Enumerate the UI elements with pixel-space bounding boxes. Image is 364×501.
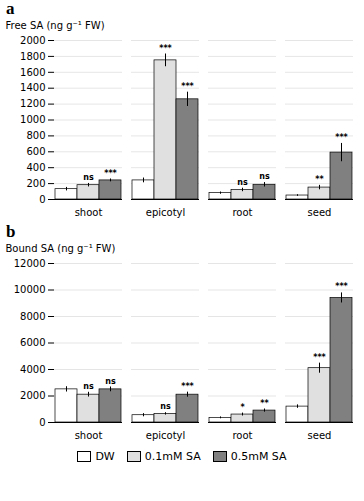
svg-text:**: ** <box>315 175 324 184</box>
svg-text:ns: ns <box>160 402 171 411</box>
svg-text:**: ** <box>260 399 269 408</box>
svg-text:***: *** <box>335 282 348 291</box>
svg-text:root: root <box>232 207 252 218</box>
svg-text:shoot: shoot <box>75 207 103 218</box>
svg-text:ns: ns <box>83 382 94 391</box>
svg-text:1600: 1600 <box>20 67 45 78</box>
svg-text:seed: seed <box>308 430 332 441</box>
html-text:a: a <box>6 0 15 18</box>
svg-text:***: *** <box>159 44 172 53</box>
svg-text:2000: 2000 <box>20 35 45 46</box>
svg-text:ns: ns <box>105 377 116 386</box>
svg-text:12000: 12000 <box>14 258 46 269</box>
svg-text:Free SA (ng g⁻¹ FW): Free SA (ng g⁻¹ FW) <box>6 20 105 31</box>
svg-text:400: 400 <box>26 162 45 173</box>
html-text:0.5mM SA: 0.5mM SA <box>230 450 287 463</box>
svg-text:Bound SA (ng g⁻¹ FW): Bound SA (ng g⁻¹ FW) <box>6 243 116 254</box>
html-text:b: b <box>6 222 16 241</box>
svg-text:1400: 1400 <box>20 82 45 93</box>
svg-text:***: *** <box>181 382 194 391</box>
svg-text:8000: 8000 <box>20 311 45 322</box>
svg-text:ns: ns <box>259 172 270 181</box>
svg-text:ns: ns <box>237 178 248 187</box>
html-text:0.1mM SA: 0.1mM SA <box>144 450 201 463</box>
svg-text:1800: 1800 <box>20 51 45 62</box>
svg-text:1000: 1000 <box>20 114 45 125</box>
svg-text:1200: 1200 <box>20 98 45 109</box>
svg-text:6000: 6000 <box>20 337 45 348</box>
svg-text:***: *** <box>335 133 348 142</box>
svg-text:800: 800 <box>26 130 45 141</box>
svg-text:root: root <box>232 430 252 441</box>
svg-text:seed: seed <box>308 207 332 218</box>
svg-text:0: 0 <box>39 417 45 428</box>
svg-text:***: *** <box>313 353 326 362</box>
svg-text:*: * <box>240 403 245 412</box>
svg-text:600: 600 <box>26 146 45 157</box>
svg-text:0: 0 <box>39 194 45 205</box>
svg-text:epicotyl: epicotyl <box>146 430 186 441</box>
svg-text:10000: 10000 <box>14 284 46 295</box>
svg-text:2000: 2000 <box>20 390 45 401</box>
svg-text:***: *** <box>181 82 194 91</box>
html-text:DW: DW <box>95 450 115 463</box>
svg-text:200: 200 <box>26 178 45 189</box>
svg-text:***: *** <box>104 169 117 178</box>
svg-text:ns: ns <box>83 173 94 182</box>
svg-text:4000: 4000 <box>20 364 45 375</box>
svg-text:epicotyl: epicotyl <box>146 207 186 218</box>
svg-text:shoot: shoot <box>75 430 103 441</box>
